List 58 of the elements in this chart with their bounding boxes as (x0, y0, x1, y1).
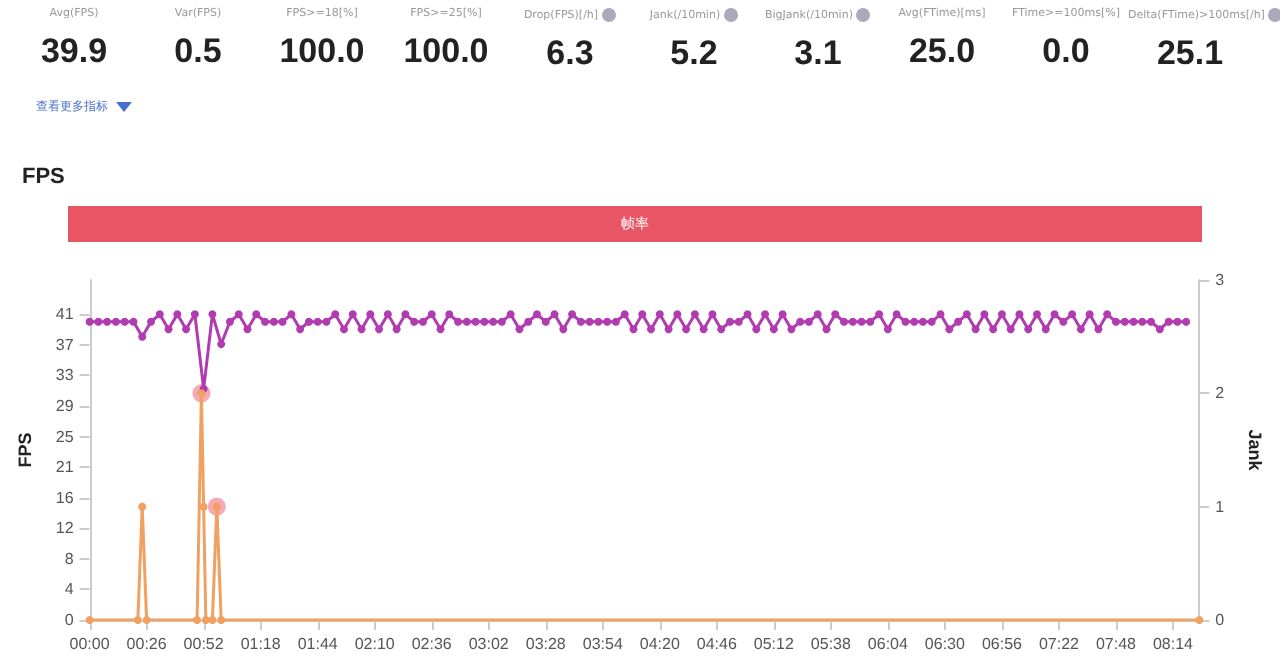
x-tick-label: 03:28 (525, 635, 567, 653)
text: 5.2 (670, 34, 718, 73)
point (1195, 616, 1204, 624)
text: 0.0 (1042, 32, 1090, 70)
text: 6.3 (546, 34, 594, 73)
y-tick-label: 25 (55, 427, 75, 446)
x-tick-label: 00:00 (69, 635, 111, 653)
text: 100.0 (403, 32, 489, 70)
x-tick-label: 05:38 (810, 635, 852, 653)
text: 0.5 (174, 32, 222, 70)
y2-tick-label: 3 (1215, 271, 1226, 289)
y-axis-title: FPS (15, 432, 35, 468)
point (138, 502, 147, 511)
x-tick-label: 04:46 (696, 635, 738, 653)
y-tick-label: 21 (55, 458, 75, 477)
text: 100.0 (279, 32, 365, 70)
point (193, 616, 202, 624)
x-tick-label: 06:56 (981, 635, 1024, 653)
y-tick-label: 12 (55, 519, 75, 538)
x-tick-label: 06:04 (867, 635, 909, 653)
x-tick-label: 04:20 (639, 635, 681, 653)
y-tick-label: 4 (64, 580, 75, 599)
point (208, 616, 217, 624)
x-tick-label: 03:54 (582, 635, 624, 653)
x-tick-label: 00:26 (126, 635, 168, 653)
y2-tick-label: 2 (1215, 384, 1226, 403)
text: 3.1 (794, 34, 842, 73)
text: 39.9 (40, 32, 108, 70)
y-tick-label: 33 (55, 366, 75, 385)
y2-axis-title: Jank (1245, 429, 1265, 473)
point (217, 616, 226, 624)
chart-title: FPS (22, 165, 65, 189)
x-tick-label: 08:14 (1152, 635, 1195, 653)
y-tick-label: 37 (55, 335, 75, 354)
x-tick-label: 03:02 (468, 635, 510, 653)
point (201, 616, 210, 624)
x-tick-label: 05:12 (753, 635, 795, 653)
x-tick-label: 07:48 (1095, 635, 1138, 653)
y2-tick-label: 0 (1215, 611, 1226, 629)
x-tick-label: 01:18 (240, 635, 282, 653)
point (133, 616, 142, 624)
text: 25.0 (908, 32, 976, 70)
point (199, 502, 208, 511)
x-tick-label: 00:52 (183, 635, 225, 653)
text: 25.1 (1156, 34, 1224, 73)
x-tick-label: 07:22 (1038, 635, 1081, 653)
x-tick-label: 02:10 (354, 635, 396, 653)
y-tick-label: 8 (64, 549, 75, 568)
y-tick-label: 29 (55, 397, 75, 416)
point (85, 616, 94, 624)
x-tick-label: 01:44 (297, 635, 339, 653)
y-tick-label: 0 (64, 611, 75, 629)
y2-tick-label: 1 (1215, 497, 1226, 516)
y-tick-label: 16 (55, 488, 75, 507)
point (142, 616, 151, 624)
x-tick-label: 02:36 (411, 635, 453, 653)
x-tick-label: 06:30 (924, 635, 967, 653)
y-tick-label: 41 (55, 305, 75, 324)
